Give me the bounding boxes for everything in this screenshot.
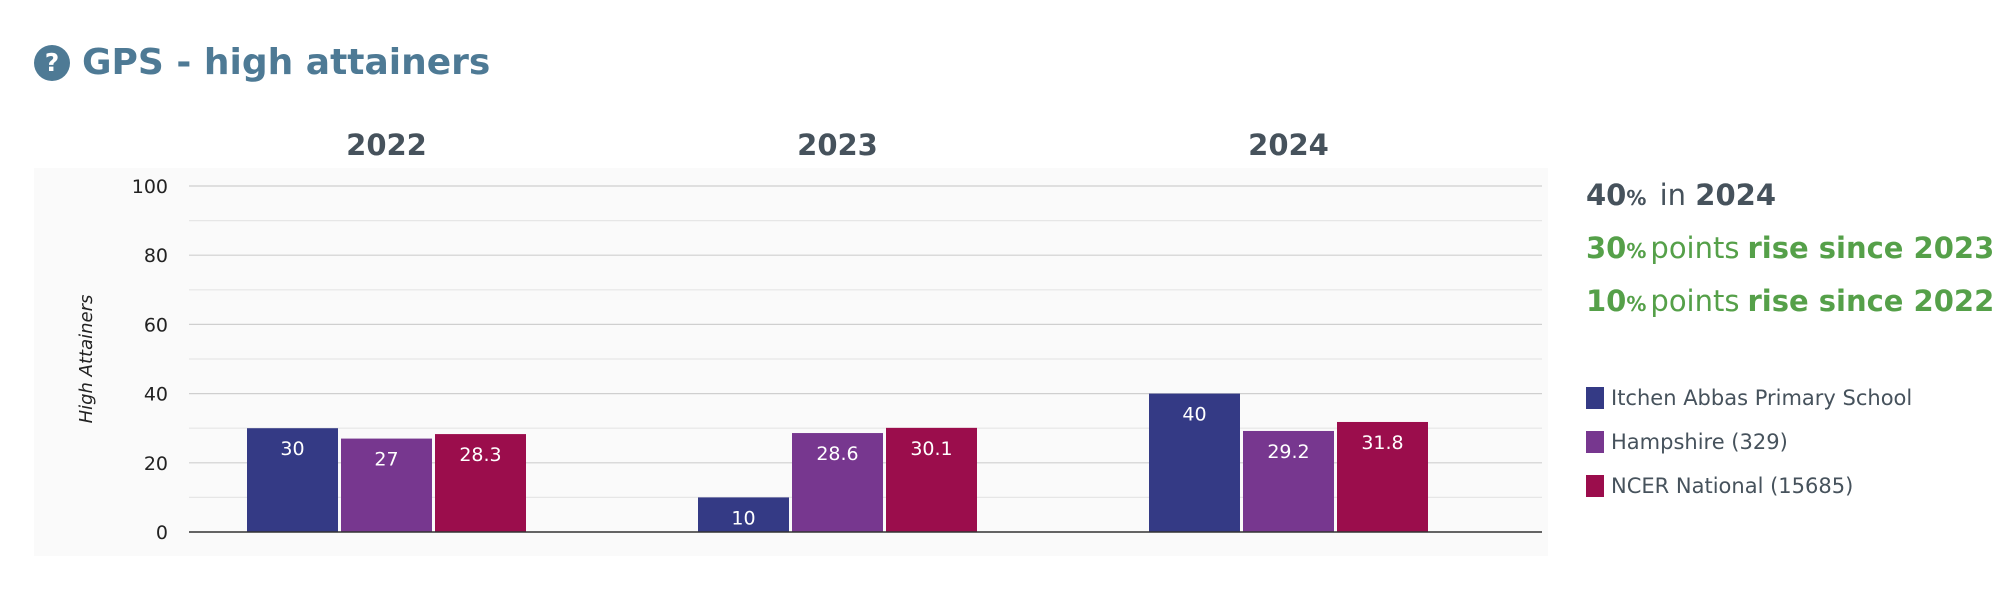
- y-tick-label: 100: [132, 176, 168, 198]
- stat-rise-2022-strong: rise since 2022: [1747, 284, 1995, 318]
- data-label: 28.6: [816, 443, 858, 465]
- data-label: 40: [1182, 404, 1206, 426]
- stat-current-year: 2024: [1695, 178, 1776, 212]
- bar: [341, 438, 432, 532]
- y-axis-label: High Attainers: [76, 295, 97, 424]
- bar-chart: 0 20 40 60 80 100 High Attainers 2022 30 27 28.3 20…: [76, 128, 1542, 544]
- y-tick-label: 40: [144, 384, 168, 406]
- title-row: ? GPS - high attainers: [34, 42, 490, 83]
- stat-rise-2022-pct: %: [1626, 292, 1647, 316]
- stat-rise-2022: 10% points rise since 2022: [1586, 276, 1994, 329]
- stat-rise-2023-pct: %: [1626, 239, 1647, 263]
- bar: [792, 433, 883, 532]
- y-tick-label: 0: [156, 522, 168, 544]
- bar: [1337, 421, 1428, 532]
- data-label: 31.8: [1361, 432, 1403, 454]
- bar: [698, 497, 789, 532]
- legend-label-school: Itchen Abbas Primary School: [1611, 386, 1913, 410]
- stat-current-text: in: [1659, 178, 1687, 212]
- legend-item-hampshire[interactable]: Hampshire (329): [1586, 420, 1912, 464]
- stat-current-pct: %: [1626, 186, 1647, 210]
- bar: [435, 434, 526, 532]
- data-label: 30: [280, 438, 304, 460]
- stat-current-value: 40: [1586, 178, 1627, 212]
- legend-swatch-school: [1586, 387, 1604, 409]
- chart-legend: Itchen Abbas Primary School Hampshire (3…: [1586, 376, 1912, 508]
- category-label: 2023: [797, 128, 878, 162]
- y-tick-label: 80: [144, 245, 168, 267]
- bar: [886, 427, 977, 532]
- bar: [1149, 393, 1240, 532]
- legend-label-national: NCER National (15685): [1611, 474, 1854, 498]
- data-label: 30.1: [910, 438, 952, 460]
- bar: [247, 428, 338, 532]
- y-tick-label: 60: [144, 314, 168, 336]
- stat-rise-2022-value: 10: [1586, 284, 1627, 318]
- stat-rise-2022-text: points: [1650, 284, 1740, 318]
- chart-title: GPS - high attainers: [82, 42, 491, 83]
- data-label: 10: [731, 507, 755, 529]
- stat-rise-2023-value: 30: [1586, 231, 1627, 265]
- category-label: 2022: [346, 128, 427, 162]
- data-label: 27: [374, 449, 398, 471]
- stat-rise-2023-text: points: [1650, 231, 1740, 265]
- legend-item-school[interactable]: Itchen Abbas Primary School: [1586, 376, 1912, 420]
- data-label: 29.2: [1267, 441, 1309, 463]
- stat-rise-2023-strong: rise since 2023: [1747, 231, 1995, 265]
- legend-swatch-national: [1586, 475, 1604, 497]
- stat-rise-2023: 30% points rise since 2023: [1586, 223, 1994, 276]
- category-label: 2024: [1248, 128, 1329, 162]
- legend-swatch-hampshire: [1586, 431, 1604, 453]
- legend-label-hampshire: Hampshire (329): [1611, 430, 1788, 454]
- data-label: 28.3: [459, 444, 501, 466]
- help-icon[interactable]: ?: [34, 44, 70, 81]
- y-tick-label: 20: [144, 453, 168, 475]
- legend-item-national[interactable]: NCER National (15685): [1586, 464, 1912, 508]
- stats-summary: 40% in 2024 30% points rise since 2023 10%…: [1586, 170, 1994, 329]
- stat-current: 40% in 2024: [1586, 170, 1994, 223]
- bar: [1243, 430, 1334, 532]
